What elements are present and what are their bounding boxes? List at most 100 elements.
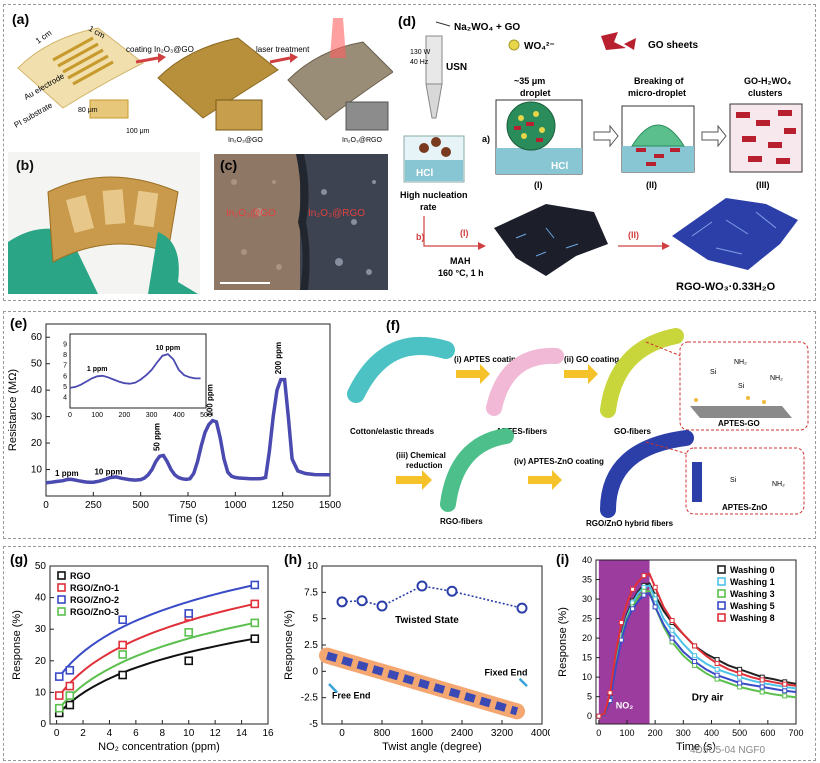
panel-f-label: (f) [386,317,400,333]
panel-e: (e) 0 250 500 750 1000 1250 1500 10 20 30 40 50 60 Ti… [6,314,342,534]
route-i-label: (I) [460,228,469,238]
panel-c: In₂O₃@GO In₂O₃@RGO (c) [204,152,392,294]
clusters-label-2: clusters [748,88,783,98]
data-point [692,659,698,665]
data-point [692,643,698,649]
product-nanocomposite [672,198,798,270]
step-a-label: a) [482,134,490,144]
inset-y-tick-label: 7 [63,363,67,370]
data-point [607,690,613,696]
data-point [714,672,720,678]
data-point [714,657,720,663]
y-axis-label: Response (%) [557,607,569,677]
data-point [118,640,127,650]
fit-curve-1 [58,602,256,697]
x-tick-label: 200 [648,728,663,738]
t5-label: RGO/ZnO hybrid fibers [586,519,674,528]
s2-label: (ii) GO coating [564,355,619,364]
freq-label: 40 Hz [410,59,429,66]
data-point [250,580,260,590]
zno-si: Si [730,477,737,484]
x-axis-label: Time (s) [168,513,208,525]
micrograph-rgo-region [300,154,388,290]
y-tick-label: 40 [582,555,592,565]
s1-label: (i) APTES coating [454,355,521,364]
y-tick-label: 10 [582,672,592,682]
data-point [376,600,388,612]
panel-i-label: (i) [556,551,569,567]
x-tick-label: 4 [107,728,113,739]
aptes-zno-zoom [685,447,805,515]
data-point [630,586,636,592]
aptes-nh2-2: NH₂ [770,375,783,382]
washing-curve-4 [598,572,797,718]
data-point [516,602,528,614]
x-tick-label: 2 [80,728,86,739]
micrograph-label-right: In₂O₃@RGO [308,208,365,219]
arrow-f4-icon [528,470,562,490]
y-tick-label: -5 [309,719,318,730]
power-label: 130 W [410,49,431,56]
panel-b: (b) [8,152,200,294]
t2-label: APTES-fibers [496,427,548,436]
tungstate-ion-icon [508,39,520,51]
free-end-label: Free End [332,691,371,701]
sheets-label: GO sheets [648,40,698,51]
route-ii-label: (II) [628,230,639,240]
route-b-line [423,216,478,247]
stage-iii-label: (III) [756,180,770,190]
legend-label: Washing 8 [730,613,775,623]
data-point [54,672,64,681]
x-tick-label: 1600 [411,728,434,739]
s3b-label: reduction [406,461,443,470]
process-arrow-1 [135,56,159,64]
panel-f: (f) Cotton/elastic threads (i) APTES coa… [346,314,810,534]
x-tick-label: 16 [262,728,274,739]
step-b-label: b) [416,232,425,242]
y-tick-label: 50 [35,561,47,572]
y-tick-label: 20 [35,656,47,667]
mah-label: MAH [450,256,471,266]
free-end-arrow-icon [328,683,338,694]
arrow-f2-icon [564,364,598,384]
y-tick-label: 2.5 [304,640,318,651]
data-point [759,689,765,695]
data-point [618,637,624,643]
legend-label: RGO/ZnO-1 [70,583,119,593]
y-axis-label: Resistance (MΩ) [7,369,19,451]
clusters-label-1: GO-H₂WO₄ [744,76,791,86]
data-point [641,588,647,594]
panel-h-label: (h) [284,551,302,567]
x-tick-label: 600 [760,728,775,738]
aptes-nh2-1: NH₂ [734,359,747,366]
panel-d: (d) Na₂WO₄ + GO WO₄²⁻ GO sheets 130 W 40… [396,8,810,296]
droplet-size-label: ~35 μm [514,76,545,86]
y-tick-label: 20 [582,633,592,643]
legend-marker [717,565,726,574]
data-point [250,618,260,628]
laser-sheet [287,41,393,121]
washing-durability-chart: (i) 0 100 200 300 400 500 600 700 0 5 10 15 20 25 30 35… [556,551,804,753]
data-point [250,634,260,643]
x-tick-label: 500 [732,728,747,738]
arrow-ii-iii-icon [701,124,727,148]
step1-label: coating In₂O₃@GO [126,45,194,54]
legend-marker [717,601,726,610]
reactant-label: Na₂WO₄ + GO [454,22,520,33]
data-point [737,670,743,676]
y-axis-label: Response (%) [11,610,23,680]
twisted-state-label: Twisted State [395,615,459,626]
legend-marker [57,571,66,580]
legend-label: RGO/ZnO-2 [70,595,119,605]
photo-electrodes [65,189,159,234]
inset-y-tick-label: 4 [63,394,67,401]
y-axis-label: Response (%) [283,610,295,680]
legend-marker [57,607,66,616]
mat1-label: In₂O₃@GO [228,137,263,144]
arrow-f3-icon [396,470,432,490]
data-point [737,674,743,680]
inset-x-tick-label: 200 [119,412,131,419]
data-point [65,691,75,700]
plot-frame [595,559,797,725]
data-point [759,684,765,690]
